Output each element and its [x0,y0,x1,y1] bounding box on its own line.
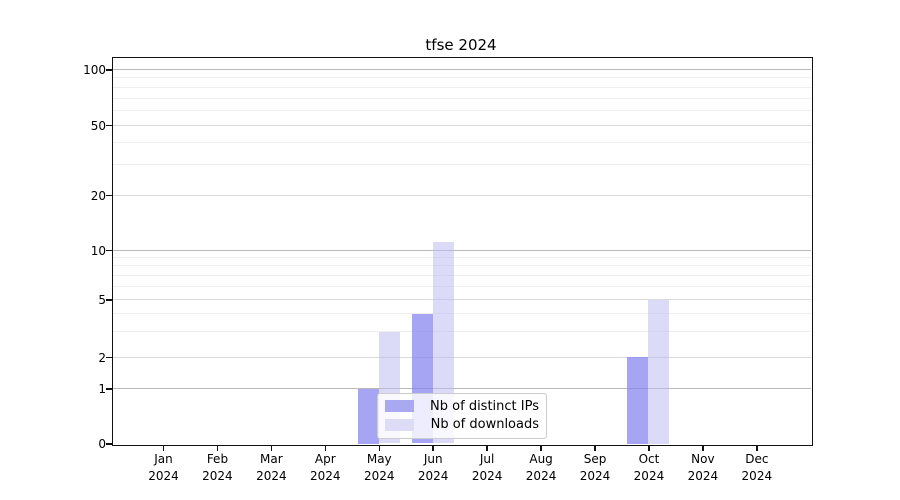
x-tick-mark-may-2024 [378,445,380,451]
legend-swatch-downloads [385,418,414,431]
x-tick-mark-aug-2024 [540,445,542,451]
x-tick-mark-mar-2024 [270,445,273,451]
bar-nb-of-distinct-ips-oct-2024 [627,357,649,444]
y-gridline-5 [112,299,811,300]
x-tick-label-may-2024: May 2024 [363,452,395,483]
legend-swatch-distinct-ips [385,400,414,413]
y-gridline-6 [112,285,811,287]
y-tick-label-50: 50 [90,118,106,133]
x-tick-label-sep-2024: Sep 2024 [579,452,611,483]
x-tick-mark-sep-2024 [594,445,596,451]
bar-nb-of-distinct-ips-may-2024 [357,388,379,444]
y-gridline-20 [112,194,811,196]
y-gridline-3 [112,331,811,333]
x-tick-mark-feb-2024 [216,445,219,451]
y-gridline-30 [112,163,811,165]
y-tick-label-0: 0 [98,437,106,451]
x-tick-label-aug-2024: Aug 2024 [525,452,557,483]
x-tick-label-dec-2024: Dec 2024 [741,452,773,483]
x-tick-mark-jan-2024 [162,445,165,451]
y-tick-mark-10 [106,249,112,252]
y-gridline-7 [112,274,811,276]
y-gridline-90 [112,77,811,79]
y-gridline-50 [112,124,811,126]
y-gridline-100 [112,69,811,70]
y-tick-label-10: 10 [90,243,106,258]
x-tick-label-jan-2024: Jan 2024 [148,452,179,483]
y-gridline-8 [112,265,811,267]
y-tick-label-5: 5 [98,293,106,307]
y-gridline-4 [112,313,811,314]
y-tick-label-100: 100 [83,63,106,77]
y-tick-mark-0 [106,443,112,445]
y-tick-mark-50 [106,124,112,127]
legend-item-distinct-ips: Nb of distinct IPs [385,399,539,414]
y-gridline-2 [112,356,811,358]
x-tick-label-apr-2024: Apr 2024 [310,452,341,483]
legend: Nb of distinct IPs Nb of downloads [377,392,547,439]
legend-label: Nb of downloads [430,417,539,433]
chart-title: tfse 2024 [425,36,497,54]
x-tick-mark-jul-2024 [486,445,488,451]
plot-area [111,56,813,446]
y-gridline-80 [112,86,811,88]
bar-nb-of-downloads-oct-2024 [648,299,670,444]
y-tick-mark-2 [106,356,112,359]
y-tick-mark-5 [106,299,112,301]
y-tick-label-20: 20 [90,188,106,203]
y-tick-label-2: 2 [98,350,106,365]
x-tick-label-nov-2024: Nov 2024 [687,452,719,483]
x-tick-label-mar-2024: Mar 2024 [256,452,287,483]
y-gridline-70 [112,97,811,99]
y-tick-label-1: 1 [98,382,106,396]
y-gridline-10 [112,249,811,251]
y-tick-mark-100 [106,69,112,71]
y-gridline-60 [112,109,811,111]
x-tick-mark-dec-2024 [756,445,758,451]
x-tick-label-jun-2024: Jun 2024 [417,452,449,483]
x-tick-mark-jun-2024 [432,445,434,451]
y-tick-mark-1 [106,388,112,390]
x-tick-label-feb-2024: Feb 2024 [202,452,233,483]
x-tick-mark-nov-2024 [702,445,704,451]
y-gridline-1 [112,388,811,389]
y-tick-mark-20 [106,194,112,197]
x-tick-mark-oct-2024 [648,445,650,451]
x-tick-mark-apr-2024 [324,445,327,451]
x-tick-label-oct-2024: Oct 2024 [633,452,665,483]
x-tick-label-jul-2024: Jul 2024 [471,452,503,483]
legend-label: Nb of distinct IPs [430,398,539,414]
y-gridline-9 [112,257,811,259]
y-gridline-40 [112,141,811,143]
legend-item-downloads: Nb of downloads [385,417,539,432]
